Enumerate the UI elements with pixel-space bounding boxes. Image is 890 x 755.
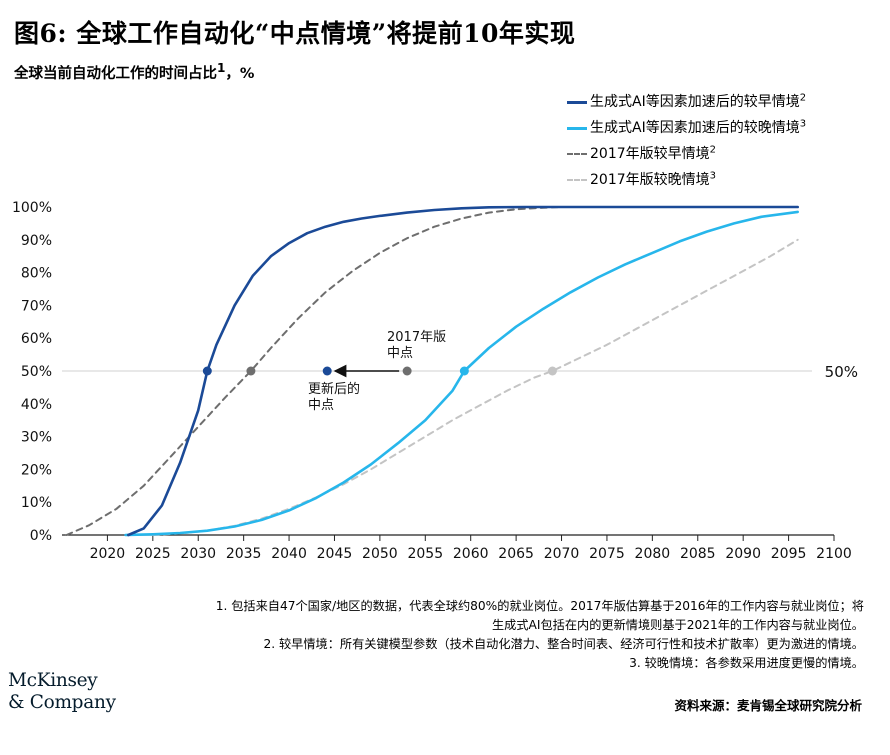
- annotation-new-midpoint: 中点: [308, 398, 334, 413]
- x-tick-label: 2095: [771, 546, 807, 562]
- legend-footnote-ref: 2: [799, 92, 807, 104]
- x-tick-label: 2020: [90, 546, 126, 562]
- x-tick-label: 2055: [407, 546, 443, 562]
- x-tick-label: 2040: [271, 546, 307, 562]
- legend-footnote-ref: 2: [709, 144, 717, 156]
- y-tick-label: 20%: [21, 462, 52, 478]
- x-tick-label: 2070: [544, 546, 580, 562]
- source-note: 资料来源：麦肯锡全球研究院分析: [674, 698, 862, 713]
- subtitle-footnote-ref: 1: [217, 61, 226, 75]
- chart-subtitle: 全球当前自动化工作的时间占比1，%: [14, 61, 254, 83]
- y-tick-label: 100%: [12, 200, 52, 216]
- series-line-2: [124, 210, 799, 537]
- y-tick-label: 80%: [21, 266, 52, 282]
- legend-footnote-ref: 3: [709, 170, 717, 182]
- legend-item-early-2017: 2017年版较早情境2: [567, 143, 716, 163]
- x-tick-label: 2050: [362, 546, 398, 562]
- line-chart: 0% 10% 20% 30% 40% 50% 60% 70% 80% 90% 100% 2020 202…: [12, 200, 858, 562]
- legend-label: 2017年版较早情境: [590, 146, 710, 162]
- y-tick-label: 40%: [21, 397, 52, 413]
- legend-label: 2017年版较晚情境: [590, 172, 710, 188]
- x-tick-label: 2060: [453, 546, 489, 562]
- x-tick-label: 2100: [816, 546, 852, 562]
- legend-item-late-2017: 2017年版较晚情境3: [567, 169, 716, 189]
- legend-item-late-genai: 生成式AI等因素加速后的较晚情境3: [567, 117, 806, 137]
- footnote-3: 3. 较晚情境：各参数采用进度更慢的情境。: [629, 656, 864, 670]
- x-tick-label: 2075: [589, 546, 625, 562]
- footnotes: 1. 包括来自47个国家/地区的数据，代表全球约80%的就业岗位。2017年版估…: [204, 597, 864, 673]
- legend-label: 生成式AI等因素加速后的较早情境: [590, 94, 800, 110]
- midpoint-marker: [402, 366, 412, 376]
- annotation-old-midpoint: 中点: [387, 346, 413, 361]
- x-tick-label: 2035: [226, 546, 262, 562]
- legend-swatch: [567, 153, 587, 155]
- y-tick-label: 10%: [21, 495, 52, 511]
- annotation-old-midpoint: 2017年版: [387, 330, 446, 345]
- subtitle-text: 全球当前自动化工作的时间占比: [14, 65, 217, 82]
- x-tick-label: 2080: [635, 546, 671, 562]
- x-tick-label: 2065: [498, 546, 534, 562]
- x-tick-label: 2025: [135, 546, 171, 562]
- midpoint-marker: [202, 366, 212, 376]
- footnote-2: 2. 较早情境：所有关键模型参数（技术自动化潜力、整合时间表、经济可行性和技术扩…: [263, 637, 864, 651]
- x-tick-label: 2030: [180, 546, 216, 562]
- x-tick-label: 2085: [680, 546, 716, 562]
- series-line-4: [151, 238, 799, 536]
- chart-title: 图6: 全球工作自动化“中点情境”将提前10年实现: [14, 19, 576, 48]
- legend-swatch: [567, 100, 587, 104]
- annotation-new-midpoint: 更新后的: [308, 381, 360, 397]
- midpoint-marker: [547, 366, 557, 376]
- legend-item-early-genai: 生成式AI等因素加速后的较早情境2: [567, 91, 806, 111]
- footnote-1: 1. 包括来自47个国家/地区的数据，代表全球约80%的就业岗位。2017年版估…: [215, 599, 864, 632]
- series-line-1: [127, 205, 799, 537]
- x-tick-label: 2090: [725, 546, 761, 562]
- midpoint-marker: [246, 366, 256, 376]
- subtitle-unit: ，%: [225, 65, 255, 82]
- legend-swatch: [567, 179, 587, 181]
- x-tick-label: 2045: [317, 546, 353, 562]
- legend-swatch: [567, 126, 587, 130]
- legend-footnote-ref: 3: [799, 118, 807, 130]
- y-tick-label: 70%: [21, 298, 52, 314]
- y-tick-label: 0%: [30, 528, 52, 544]
- y-tick-label: 90%: [21, 233, 52, 249]
- logo-line-2: & Company: [8, 692, 116, 713]
- midpoint-marker: [459, 366, 469, 376]
- legend-label: 生成式AI等因素加速后的较晚情境: [590, 120, 800, 136]
- y-tick-label: 30%: [21, 430, 52, 446]
- midpoint-marker: [322, 366, 332, 376]
- logo-line-1: McKinsey: [8, 670, 98, 691]
- y-tick-label: 60%: [21, 331, 52, 347]
- y-tick-label: 50%: [21, 364, 52, 380]
- reference-line-label: 50%: [825, 363, 858, 381]
- mckinsey-logo: McKinsey & Company: [8, 670, 116, 714]
